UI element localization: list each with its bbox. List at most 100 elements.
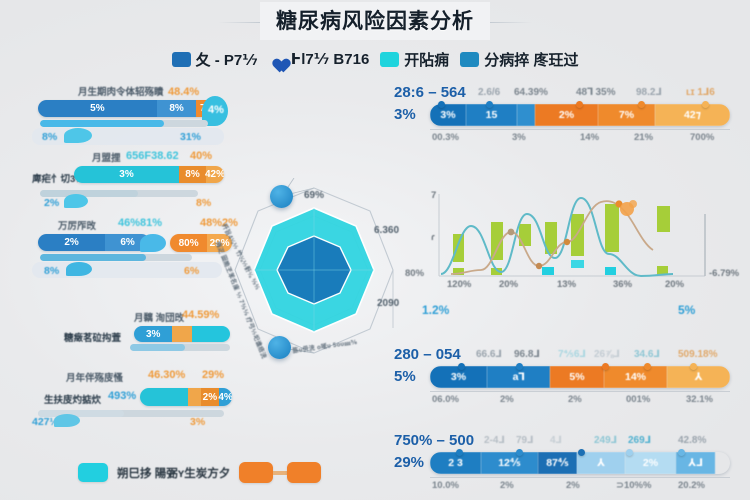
progress-track[interactable] <box>38 410 224 417</box>
radar-tick-2: 2090 <box>377 298 400 309</box>
bar-segment: a⅂ <box>487 366 550 388</box>
axis-tick: 00.3% <box>432 132 459 143</box>
card-highlight-value: 493% <box>108 390 137 402</box>
card-label: 万厉厏攺 <box>58 221 97 232</box>
bar-marker-dot <box>578 449 585 456</box>
x-axis-tick: 36% <box>613 279 633 290</box>
right-panel-top[interactable]: 28:6 – 564 2.6/6 64.39% 48⅂ 35% 98.2⅃ ʟɪ… <box>390 82 740 144</box>
card-foot-right: 31% <box>180 131 202 143</box>
progress-fill <box>130 344 185 351</box>
combo-svg <box>438 194 706 278</box>
bar-segment: 15 <box>466 104 517 126</box>
bar-segment: 42% <box>205 166 224 183</box>
axis-line <box>430 391 730 392</box>
stacked-bar[interactable]: 3% a⅂ 5% 14% ⅄ <box>430 366 730 388</box>
panel-heading: 28:6 – 564 <box>394 84 466 101</box>
page-title: 糖尿病风险因素分析 <box>260 2 490 40</box>
panel-subvalue: 249⅃ <box>594 435 618 446</box>
radar-tick-1: 6.360 <box>374 225 400 236</box>
bar-segment: 6% <box>105 234 150 251</box>
arrow-blob-icon <box>54 414 80 427</box>
progress-track[interactable] <box>40 120 208 127</box>
bar-segment: 8% <box>179 166 206 183</box>
bar-segment: 2% <box>200 388 220 406</box>
stacked-bar[interactable]: 5% 8% 7% <box>38 100 218 117</box>
legend-item-2[interactable]: 开阽痈 <box>380 49 449 70</box>
left-card-4[interactable]: 月年伴殇庋慅 46.30% 29% 生扶庋灼掂炊 493% 2% 4% 427⅓… <box>30 366 235 434</box>
progress-track[interactable] <box>40 254 192 261</box>
card-foot-left: 8% <box>44 265 60 277</box>
left-card-3[interactable]: 月黐 洵団攺 44.59% 糖㿂茗砬抅萓 3% <box>30 304 235 351</box>
panel-subvalue: 509.18% <box>678 349 718 360</box>
radar-svg <box>234 178 394 354</box>
bar-segment: 2% <box>535 104 598 126</box>
card-label: 月生期肉令体轺殇瞶 <box>78 87 164 98</box>
combo-foot-left: 1.2% <box>422 303 450 317</box>
axis-tick: 2% <box>500 480 514 491</box>
bar-marker-dot <box>516 363 523 370</box>
card-foot-right: 6% <box>184 265 200 277</box>
bar-segment <box>517 104 535 126</box>
bar-segment: 2% <box>38 234 106 251</box>
bar-segment: 3% <box>430 366 487 388</box>
bar-segment <box>187 388 201 406</box>
radar-tick-0: 69% <box>304 190 325 201</box>
panel-heading: 750% – 500 <box>394 432 475 449</box>
card-top-label: 月盟捚 <box>92 153 121 164</box>
stacked-bar[interactable]: 2% 6% <box>38 234 150 251</box>
left-card-1[interactable]: 月盟捚 656F38.62 40% 庳疟忄切3% 3% 8% 42% 2% 8% <box>30 150 235 212</box>
square-swatch-icon <box>78 463 108 482</box>
panel-subvalue: 42.8% <box>678 435 707 446</box>
right-panel-bottom[interactable]: 750% – 500 2-4⅃ 79⅃ 4⅃ 249⅃ 269⅃ 42.8% 2… <box>390 430 740 492</box>
stacked-bar[interactable]: 2% 4% <box>140 388 232 406</box>
panel-subvalue: 34.6⅃ <box>634 349 660 360</box>
x-axis-tick: 20% <box>499 279 519 290</box>
card-label: 糖㿂茗砬抅萓 <box>64 333 122 344</box>
panel-subvalue: 96.8⅃ <box>514 349 540 360</box>
bar-marker-dot <box>576 101 583 108</box>
panel-left-value: 29% <box>394 454 425 471</box>
axis-tick: 21% <box>634 132 654 143</box>
left-card-2[interactable]: 万厉厏攺 46%81% 48%2% 2% 6% 80% 29% 8% 6% <box>30 216 238 282</box>
progress-fill <box>40 254 147 261</box>
axis-tick: 001% <box>626 394 651 405</box>
stacked-bar[interactable]: 2 3 12⅘ 87⅘ ⅄ 2% ⅄⅃ <box>430 452 730 474</box>
stacked-bar[interactable]: 3% 15 2% 7% 42⁊ <box>430 104 730 126</box>
bar-segment: 29% <box>207 234 232 252</box>
combo-chart[interactable]: 7 ɾ 80% -6.79% 120% 20% 13% 36% 20% <box>405 180 739 300</box>
y-axis-label-right: -6.79% <box>709 268 740 279</box>
legend-label: Ͱl7⅐ B716 <box>290 51 370 68</box>
card-sub-label: 生扶庋灼掂炊 <box>44 395 102 406</box>
bar-marker-dot <box>516 449 523 456</box>
panel-subvalue: 98.2⅃ <box>636 87 662 98</box>
card-top-label: 月黐 洵団攺 <box>134 313 185 324</box>
bar-segment: 2 3 <box>430 452 481 474</box>
radar-node-top[interactable] <box>270 185 293 208</box>
legend-item-1[interactable]: Ͱl7⅐ B716 <box>269 50 370 68</box>
stacked-bar-secondary[interactable]: 80% 29% <box>170 234 232 252</box>
arrow-blob-icon <box>66 262 92 276</box>
legend-item-0[interactable]: 夂 - P7⅐ <box>171 49 258 70</box>
left-card-0[interactable]: 月生期肉令体轺殇瞶 48.4% 5% 8% 7% 4% 8% 31% <box>30 84 235 146</box>
radar-node-bottom[interactable] <box>268 336 291 359</box>
card-top-value: 656F38.62 <box>126 150 179 162</box>
right-panel-mid[interactable]: 280 – 054 66.6⅃ 96.8⅃ 7⅘6⅃ 26⅞⅃ 34.6⅃ 50… <box>390 344 740 406</box>
progress-track[interactable] <box>40 190 198 197</box>
bar-segment: 4% <box>218 388 232 406</box>
panel-subvalue: 2.6/6 <box>478 87 501 98</box>
stacked-bar[interactable]: 3% <box>134 326 230 342</box>
stacked-bar[interactable]: 3% 8% 42% <box>74 166 224 183</box>
arrow-blob-icon <box>64 128 92 143</box>
bar-segment: ⅄ <box>667 366 730 388</box>
square-swatch-icon <box>380 51 400 67</box>
radar-chart[interactable]: 69% 6.360 2090 歼旨4⅛⅐ 竹⅛⅐骭⅛ ⅗⅔ 挴疋 囼陒玊苯名庲 … <box>214 178 407 368</box>
bar-segment: 5% <box>550 366 604 388</box>
bar-marker-dot <box>678 449 685 456</box>
progress-track[interactable] <box>130 344 230 351</box>
bottom-legend[interactable]: 朔巳拸 陽弻ʏ生炭方夕 <box>78 462 322 483</box>
panel-subvalue: 269⅃ <box>628 435 652 446</box>
panel-subvalue: 26⅞⅃ <box>594 349 620 360</box>
progress-fill <box>40 120 165 127</box>
axis-tick: ⊃10%% <box>616 480 652 491</box>
legend-item-3[interactable]: 分病捽 庝玨过 <box>460 49 578 70</box>
